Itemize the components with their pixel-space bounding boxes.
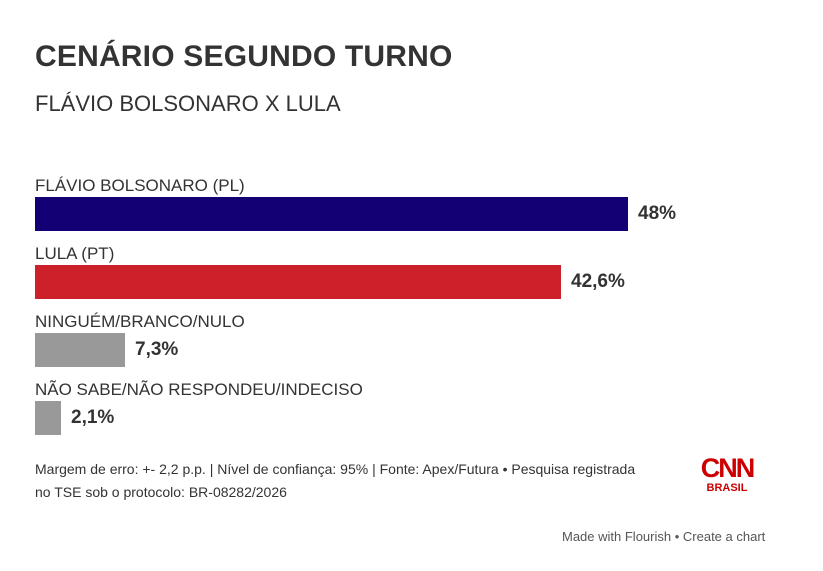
footnote: Margem de erro: +- 2,2 p.p. | Nível de c… <box>35 458 705 504</box>
bar-lula <box>35 265 561 299</box>
cnn-brasil-logo: CNN BRASIL <box>698 454 756 496</box>
row-label-ninguem: NINGUÉM/BRANCO/NULO <box>35 312 245 331</box>
bar-nao-sabe <box>35 401 61 435</box>
flourish-credit: Made with Flourish • Create a chart <box>562 529 765 544</box>
row-label-nao-sabe: NÃO SABE/NÃO RESPONDEU/INDECISO <box>35 380 363 399</box>
row-label-flavio: FLÁVIO BOLSONARO (PL) <box>35 176 245 195</box>
logo-subtext: BRASIL <box>706 482 748 494</box>
credit-separator: • <box>671 529 683 544</box>
value-nao-sabe: 2,1% <box>71 407 115 428</box>
footnote-line-2: no TSE sob o protocolo: BR-08282/2026 <box>35 484 287 500</box>
value-lula: 42,6% <box>571 271 625 292</box>
bar-flavio <box>35 197 628 231</box>
value-flavio: 48% <box>638 203 677 224</box>
row-label-lula: LULA (PT) <box>35 244 115 263</box>
footnote-line-1: Margem de erro: +- 2,2 p.p. | Nível de c… <box>35 461 636 477</box>
made-with-flourish-link[interactable]: Made with Flourish <box>562 529 672 544</box>
chart-subtitle: FLÁVIO BOLSONARO X LULA <box>35 91 341 116</box>
cnn-logo-icon: CNN <box>700 453 756 483</box>
chart-title: CENÁRIO SEGUNDO TURNO <box>35 40 453 73</box>
bar-ninguem <box>35 333 125 367</box>
create-chart-link[interactable]: Create a chart <box>682 529 766 544</box>
value-ninguem: 7,3% <box>135 339 179 360</box>
